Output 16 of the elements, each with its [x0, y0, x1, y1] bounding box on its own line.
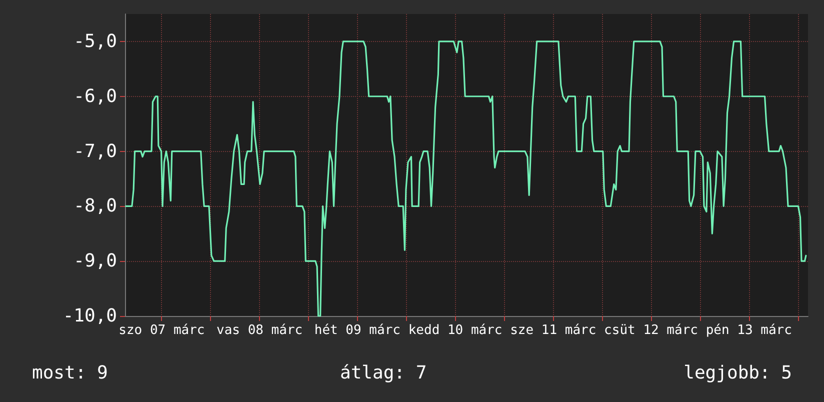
x-tick-label: sze 11 márc [510, 323, 596, 338]
x-tick-label: csüt 12 márc [604, 323, 698, 338]
text: most: 9 [32, 362, 108, 384]
y-tick-label: -10,0 [62, 306, 117, 326]
x-tick-label: vas 08 márc [216, 323, 303, 338]
x-tick-label: kedd 10 márc [408, 323, 502, 338]
text: legjobb: 5 [684, 362, 792, 384]
y-tick-label: -7,0 [74, 140, 117, 162]
y-tick-label: -5,0 [74, 30, 117, 52]
x-tick-label: hét 09 márc [314, 323, 400, 338]
y-tick-label: -9,0 [74, 250, 117, 272]
y-tick-label: -6,0 [74, 86, 117, 107]
x-tick-label: pén 13 márc [706, 323, 792, 338]
x-tick-label: szo 07 márc [118, 323, 205, 338]
text: átlag: 7 [340, 362, 427, 384]
y-tick-label: -8,0 [74, 196, 117, 217]
